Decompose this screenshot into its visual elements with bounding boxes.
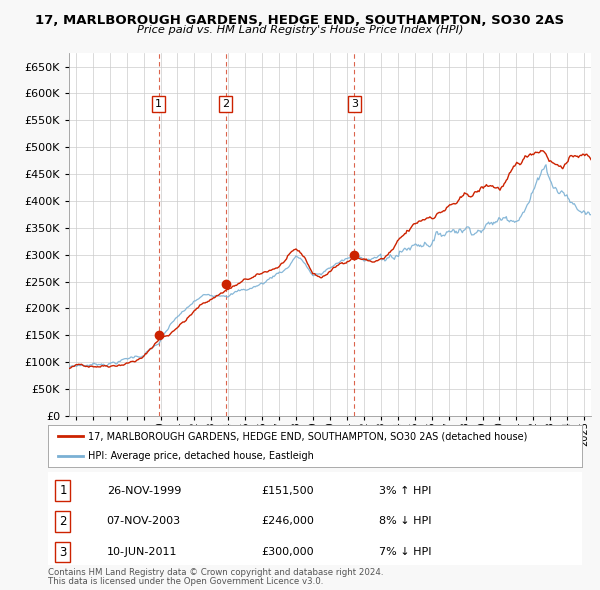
Text: 26-NOV-1999: 26-NOV-1999 xyxy=(107,486,181,496)
Text: 10-JUN-2011: 10-JUN-2011 xyxy=(107,547,177,557)
Text: 3% ↑ HPI: 3% ↑ HPI xyxy=(379,486,431,496)
Text: £246,000: £246,000 xyxy=(262,516,314,526)
Text: 17, MARLBOROUGH GARDENS, HEDGE END, SOUTHAMPTON, SO30 2AS (detached house): 17, MARLBOROUGH GARDENS, HEDGE END, SOUT… xyxy=(88,431,527,441)
Text: 7% ↓ HPI: 7% ↓ HPI xyxy=(379,547,431,557)
Text: 1: 1 xyxy=(59,484,67,497)
Text: 2: 2 xyxy=(222,99,229,109)
Text: Price paid vs. HM Land Registry's House Price Index (HPI): Price paid vs. HM Land Registry's House … xyxy=(137,25,463,35)
Text: HPI: Average price, detached house, Eastleigh: HPI: Average price, detached house, East… xyxy=(88,451,314,461)
Text: 17, MARLBOROUGH GARDENS, HEDGE END, SOUTHAMPTON, SO30 2AS: 17, MARLBOROUGH GARDENS, HEDGE END, SOUT… xyxy=(35,14,565,27)
Text: £300,000: £300,000 xyxy=(262,547,314,557)
Text: 1: 1 xyxy=(155,99,163,109)
Text: 2: 2 xyxy=(59,515,67,528)
Text: 8% ↓ HPI: 8% ↓ HPI xyxy=(379,516,431,526)
Text: 07-NOV-2003: 07-NOV-2003 xyxy=(107,516,181,526)
Text: £151,500: £151,500 xyxy=(262,486,314,496)
Text: Contains HM Land Registry data © Crown copyright and database right 2024.: Contains HM Land Registry data © Crown c… xyxy=(48,568,383,577)
Text: 3: 3 xyxy=(351,99,358,109)
Text: 3: 3 xyxy=(59,546,67,559)
Text: This data is licensed under the Open Government Licence v3.0.: This data is licensed under the Open Gov… xyxy=(48,577,323,586)
